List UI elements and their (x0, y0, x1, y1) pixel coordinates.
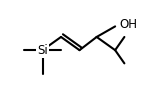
Text: OH: OH (120, 18, 138, 31)
Text: Si: Si (37, 44, 48, 57)
